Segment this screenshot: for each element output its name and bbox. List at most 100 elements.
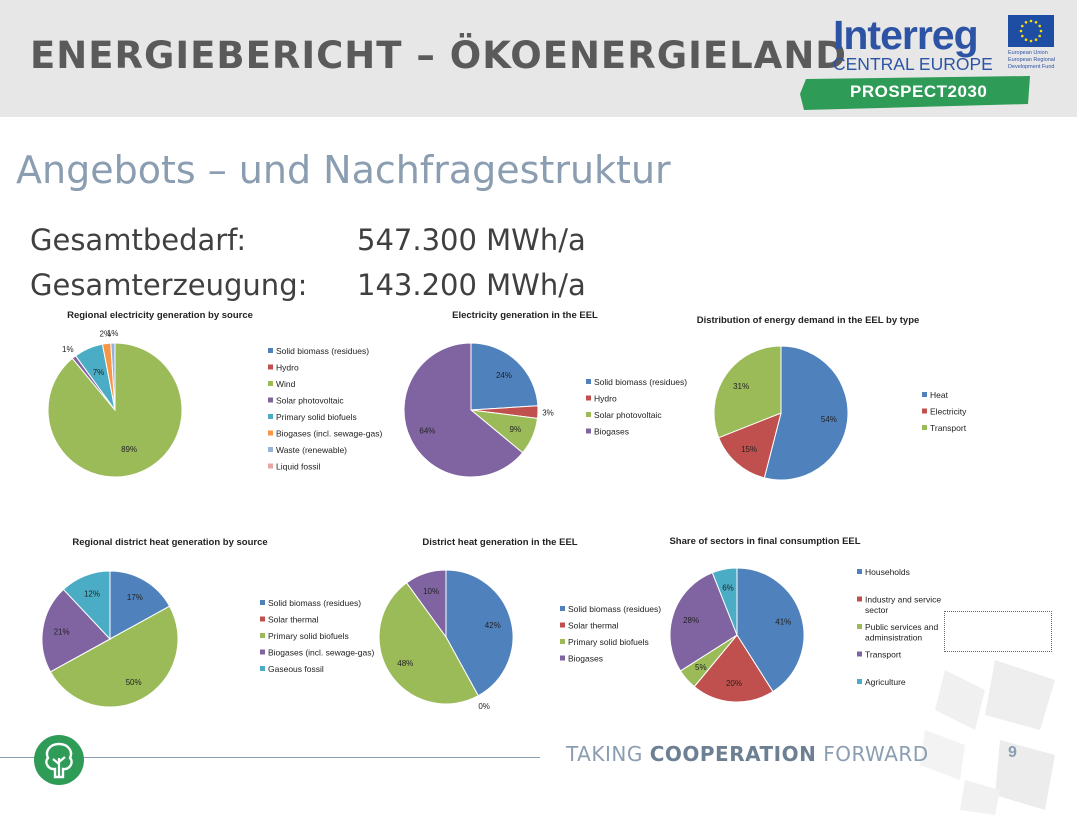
legend-item-liquid-fossil: Liquid fossil [276,462,321,472]
data-label: 2% [100,330,112,339]
legend-swatch [922,425,927,430]
legend-swatch [857,679,862,684]
legend-item-waste-renewable: Waste (renewable) [276,445,347,455]
pie-slice-transport [669,572,738,672]
legend-swatch [857,569,862,574]
legend-swatch [268,381,273,386]
legend-swatch [268,430,273,436]
project-name: PROSPECT2030 [850,82,988,101]
legend-item-solar-thermal: Solar thermal [268,615,319,625]
legend-item-electricity: Electricity [930,407,967,417]
data-label: 42% [485,621,501,630]
data-label: 9% [510,425,522,434]
data-label: 20% [726,679,742,688]
eu-flag-icon [1008,15,1054,47]
legend-swatch [260,666,265,671]
footer-line [0,757,540,758]
legend-swatch [922,392,927,397]
pie-slice-primary-solid-biofuels [378,582,479,705]
legend-item-transport: Transport [865,650,902,660]
legend-item-solar-photovoltaic: Solar photovoltaic [276,396,344,406]
legend-item-biogases-incl-sewage-gas: Biogases (incl. sewage-gas) [276,429,382,439]
legend-item-gaseous-fossil: Gaseous fossil [268,664,324,674]
data-label: 89% [121,445,137,454]
chart-demand-by-type: Distribution of energy demand in the EEL… [697,315,967,481]
legend-swatch [268,397,273,403]
chart-regional-heat: Regional district heat generation by sou… [41,537,374,708]
legend-swatch [560,606,565,611]
legend-swatch [268,414,273,419]
chart-title: Electricity generation in the EEL [452,310,598,321]
legend-swatch [586,395,591,401]
footer-tagline: TAKING COOPERATION FORWARD [566,742,929,766]
data-label: 5% [695,663,707,672]
legend-swatch [268,348,273,353]
legend-item-solid-biomass-residues: Solid biomass (residues) [594,377,687,387]
legend-item-heat: Heat [930,390,949,400]
chart-title: Distribution of energy demand in the EEL… [697,315,920,326]
legend-swatch [560,655,565,661]
data-label: 10% [423,587,439,596]
legend-swatch [268,463,273,469]
legend-swatch [586,412,591,417]
legend-swatch [560,639,565,644]
legend-item-solid-biomass-residues: Solid biomass (residues) [568,604,661,614]
demand-label: Gesamtbedarf: [30,223,247,257]
legend-swatch [857,624,862,629]
chart-title: District heat generation in the EEL [422,537,577,548]
pie-slice-transport [713,345,782,439]
data-label: 21% [54,627,70,636]
generation-value: 143.200 MWh/a [357,268,586,302]
legend-item-solar-thermal: Solar thermal [568,621,619,631]
prospect-banner [800,76,1030,110]
pie-slice-solid-biomass-residues [445,569,514,697]
data-label: 50% [126,678,142,687]
tree-icon [34,735,84,785]
legend-swatch [857,651,862,657]
legend-item-agriculture: Agriculture [865,677,906,687]
pie-slice-biogases-incl-sewage-gas [41,588,111,673]
chart-sector-share: Share of sectors in final consumption EE… [669,536,941,703]
chart-title: Regional electricity generation by sourc… [67,310,253,321]
legend-swatch [586,428,591,434]
legend-swatch [260,600,265,605]
legend-swatch [922,408,927,414]
legend-swatch [260,616,265,622]
data-label: 24% [496,371,512,380]
legend-swatch [857,596,862,602]
pie-slice-heat [763,345,849,481]
legend-item-solid-biomass-residues: Solid biomass (residues) [276,346,369,356]
data-label: 64% [419,427,435,436]
data-label: 12% [84,590,100,599]
chart-title: Regional district heat generation by sou… [72,537,267,548]
data-label: 1% [107,329,119,338]
data-label: 54% [821,415,837,424]
pie-slice-waste-renewable [110,342,116,411]
data-label: 6% [722,584,734,593]
legend-swatch [260,633,265,638]
legend-item-primary-solid-biofuels: Primary solid biofuels [268,631,349,641]
pie-slice-solid-biomass-residues [109,570,171,640]
data-label: 15% [741,445,757,454]
pie-slice-electricity [718,412,782,479]
legend-item-industry-and-service-sector: Industry and service sector [865,595,941,616]
data-label: 48% [397,659,413,668]
legend-swatch [268,447,273,452]
legend-item-hydro: Hydro [276,363,299,373]
decorative-shapes [920,660,1055,815]
pie-slice-gaseous-fossil [62,570,111,641]
demand-value: 547.300 MWh/a [357,223,586,257]
interreg-logo: Interreg CENTRAL EUROPE European Union E… [798,12,1058,112]
pie-slice-primary-solid-biofuels [49,605,179,708]
logo-wordmark: Interreg [833,12,979,58]
legend-swatch [560,622,565,628]
page-title: ENERGIEBERICHT – ÖKOENERGIELAND [30,34,847,77]
legend-item-transport: Transport [930,423,967,433]
data-label: 7% [93,368,105,377]
data-label: 17% [127,593,143,602]
pie-slice-biogases [403,342,524,478]
legend-item-primary-solid-biofuels: Primary solid biofuels [568,637,649,647]
section-subtitle: Angebots – und Nachfragestruktur [16,148,671,192]
chart-title: Share of sectors in final consumption EE… [669,536,860,547]
pie-slice-solid-biomass-residues [470,342,539,411]
